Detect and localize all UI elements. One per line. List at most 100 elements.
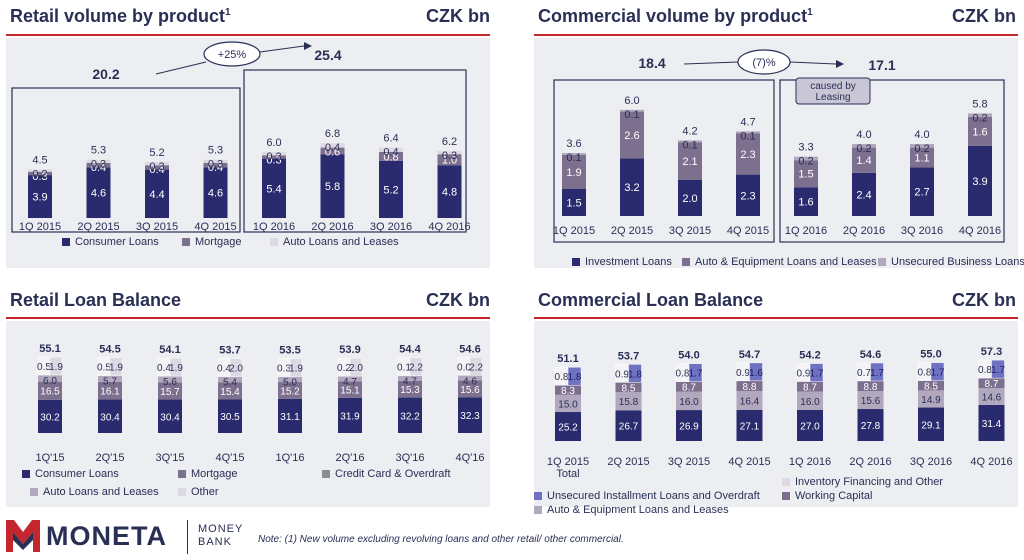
legend-item: Auto & Equipment Loans and Leases bbox=[534, 504, 729, 516]
total-label: 54.1 bbox=[159, 344, 180, 356]
data-label: 2.0 bbox=[349, 363, 363, 374]
legend-swatch bbox=[322, 470, 330, 478]
total-label: 5.2 bbox=[149, 147, 164, 159]
bar-consumer-loans bbox=[338, 397, 362, 433]
callout-line-left bbox=[155, 61, 207, 75]
category-note: Total bbox=[556, 468, 579, 480]
bar-credit-card-overdraft bbox=[349, 357, 363, 377]
bar-auto-loans-and-leases bbox=[262, 152, 286, 156]
bar-auto-loans-and-leases bbox=[218, 376, 242, 383]
data-label: 0.3 bbox=[266, 151, 281, 163]
total-label: 6.0 bbox=[266, 137, 281, 149]
data-label: 15.4 bbox=[220, 387, 240, 398]
total-label: 5.8 bbox=[972, 98, 987, 110]
legend-item: Auto Loans and Leases bbox=[270, 236, 399, 248]
data-label: 26.7 bbox=[619, 422, 639, 433]
total-label: 5.3 bbox=[91, 145, 106, 157]
total-label: 54.0 bbox=[678, 350, 699, 362]
total-label: 6.4 bbox=[383, 133, 398, 145]
data-label: 0.9 bbox=[736, 368, 750, 379]
total-label: 51.1 bbox=[557, 353, 578, 365]
legend-label: Other bbox=[191, 486, 219, 498]
bar-auto-loans-and-leases bbox=[458, 375, 482, 381]
bar-auto-loans-and-leases bbox=[158, 376, 182, 383]
legend-swatch bbox=[182, 238, 190, 246]
bar-inventory-financing-and-other bbox=[736, 380, 763, 391]
data-label: 1.0 bbox=[442, 155, 457, 167]
retail-volume-title: Retail volume by product1 bbox=[10, 6, 231, 26]
data-label: 30.4 bbox=[160, 412, 180, 423]
data-label: 1.7 bbox=[689, 369, 703, 380]
bar-auto-equipment-loans-and-leases bbox=[910, 147, 934, 168]
bar-working-capital bbox=[978, 404, 1005, 441]
moneta-logo: MONETA bbox=[6, 520, 167, 552]
category-label: 4Q 2016 bbox=[428, 221, 470, 233]
data-label: 0.9 bbox=[615, 369, 629, 380]
bar-auto-loans-and-leases bbox=[145, 161, 169, 166]
data-label: 1.9 bbox=[289, 364, 303, 375]
data-label: 4.6 bbox=[208, 188, 223, 200]
data-label: 25.2 bbox=[558, 423, 578, 434]
group-total-1: 18.4 bbox=[638, 55, 665, 71]
callout-arrow bbox=[836, 60, 844, 68]
category-label: 3Q 2016 bbox=[370, 221, 412, 233]
data-label: 15.2 bbox=[280, 386, 300, 397]
category-label: 4Q'16 bbox=[455, 452, 484, 464]
data-label: 1.9 bbox=[109, 363, 123, 374]
data-label: 2.0 bbox=[229, 364, 243, 375]
data-label: 5.4 bbox=[223, 378, 237, 389]
data-label: 27.1 bbox=[740, 421, 760, 432]
legend-label: Consumer Loans bbox=[35, 468, 119, 480]
category-label: 1Q 2016 bbox=[785, 225, 827, 237]
bar-auto-loans-and-leases bbox=[379, 147, 403, 152]
total-label: 4.2 bbox=[682, 125, 697, 137]
legend-label: Working Capital bbox=[795, 490, 873, 502]
legend-label: Auto Loans and Leases bbox=[283, 236, 399, 248]
total-label: 54.6 bbox=[860, 349, 881, 361]
bar-auto-loans-and-leases bbox=[320, 143, 345, 148]
bar-mortgage bbox=[338, 381, 362, 398]
legend-swatch bbox=[782, 478, 790, 486]
bar-auto-loans-and-leases bbox=[203, 159, 228, 163]
legend-label: Unsecured Business Loans bbox=[891, 256, 1024, 268]
total-label: 54.6 bbox=[459, 343, 480, 355]
bar-unsecured-installment-loans-and-overdraft bbox=[628, 364, 642, 383]
data-label: 0.1 bbox=[740, 130, 755, 142]
category-label: 1Q 2016 bbox=[789, 456, 831, 468]
bar-unsecured-business-loans bbox=[910, 144, 934, 148]
total-label: 3.3 bbox=[798, 142, 813, 154]
data-label: 5.7 bbox=[103, 377, 117, 388]
category-label: 2Q 2016 bbox=[843, 225, 885, 237]
data-label: 1.5 bbox=[798, 169, 813, 181]
data-label: 5.6 bbox=[163, 377, 177, 388]
bar-consumer-loans bbox=[158, 399, 182, 433]
data-label: 2.7 bbox=[914, 187, 929, 199]
data-label: 5.2 bbox=[383, 184, 398, 196]
legend-swatch bbox=[22, 470, 30, 478]
bar-auto-loans-and-leases bbox=[437, 150, 462, 155]
bar-investment-loans bbox=[736, 174, 760, 216]
total-label: 55.1 bbox=[39, 343, 60, 355]
bar-credit-card-overdraft bbox=[169, 357, 183, 377]
bar-auto-equipment-loans-and-leases bbox=[620, 111, 644, 159]
bar-mortgage bbox=[379, 152, 403, 161]
legend-swatch bbox=[682, 258, 690, 266]
bar-credit-card-overdraft bbox=[49, 356, 63, 376]
bar-auto-equipment-loans-and-leases bbox=[736, 390, 763, 410]
data-label: 32.2 bbox=[400, 411, 420, 422]
legend-label: Auto & Equipment Loans and Leases bbox=[547, 504, 729, 516]
data-label: 31.1 bbox=[280, 412, 300, 423]
legend-label: Unsecured Installment Loans and Overdraf… bbox=[547, 490, 760, 502]
callout-line-left bbox=[683, 61, 739, 65]
total-label: 3.6 bbox=[566, 138, 581, 150]
legend-item: Inventory Financing and Other bbox=[782, 476, 943, 488]
bar-investment-loans bbox=[852, 172, 876, 216]
commercial-balance-title: Commercial Loan Balance bbox=[538, 290, 764, 310]
bar-mortgage bbox=[437, 154, 462, 166]
data-label: 0.4 bbox=[91, 162, 106, 174]
total-label: 5.3 bbox=[208, 145, 223, 157]
legend-item: Unsecured Business Loans bbox=[878, 256, 1024, 268]
bar-unsecured-installment-loans-and-overdraft bbox=[930, 362, 945, 381]
category-label: 3Q 2015 bbox=[669, 225, 711, 237]
data-label: 31.4 bbox=[982, 419, 1002, 430]
